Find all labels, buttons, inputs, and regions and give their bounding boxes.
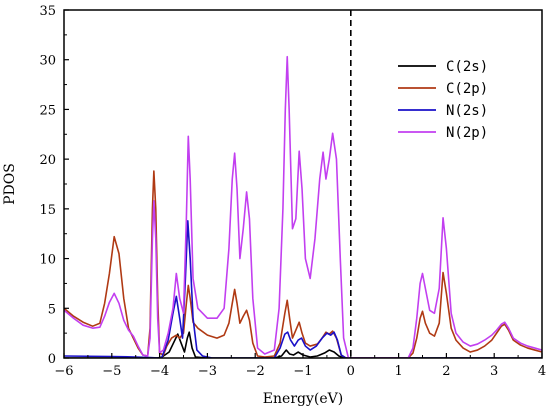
x-tick-label: −1 <box>293 364 312 379</box>
series-line-3 <box>64 55 542 358</box>
x-tick-label: −3 <box>198 364 217 379</box>
legend-label: N(2p) <box>446 125 488 141</box>
y-tick-label: 35 <box>39 4 56 19</box>
series-layer <box>64 55 542 358</box>
legend-label: N(2s) <box>446 103 488 119</box>
x-tick-label: 0 <box>347 364 355 379</box>
y-tick-label: 0 <box>48 352 56 367</box>
legend: C(2s) C(2p) N(2s) N(2p) <box>398 59 488 141</box>
x-tick-label: −2 <box>246 364 265 379</box>
x-axis-ticks: −6 −5 −4 −3 −2 −1 0 1 2 3 4 <box>54 353 546 379</box>
x-axis-label: Energy(eV) <box>263 391 343 407</box>
x-tick-label: 3 <box>490 364 498 379</box>
x-tick-label: −4 <box>150 364 169 379</box>
y-tick-label: 25 <box>39 103 56 118</box>
x-tick-label: −6 <box>54 364 73 379</box>
y-axis-label: PDOS <box>2 163 18 205</box>
legend-item: N(2p) <box>398 125 488 141</box>
y-axis-ticks: 0 5 10 15 20 25 30 35 <box>39 4 69 367</box>
legend-item: C(2p) <box>398 81 488 97</box>
x-tick-label: 2 <box>442 364 450 379</box>
legend-item: C(2s) <box>398 59 488 75</box>
legend-item: N(2s) <box>398 103 488 119</box>
y-tick-label: 5 <box>48 302 56 317</box>
y-tick-label: 30 <box>39 54 56 69</box>
x-tick-label: 1 <box>394 364 402 379</box>
x-tick-label: −5 <box>102 364 121 379</box>
y-tick-label: 10 <box>39 253 56 268</box>
legend-label: C(2p) <box>446 81 488 97</box>
x-tick-label: 4 <box>538 364 546 379</box>
y-tick-label: 15 <box>39 203 56 218</box>
y-tick-label: 20 <box>39 153 56 168</box>
series-line-2 <box>64 219 542 358</box>
series-line-0 <box>64 331 542 358</box>
legend-label: C(2s) <box>446 59 488 75</box>
